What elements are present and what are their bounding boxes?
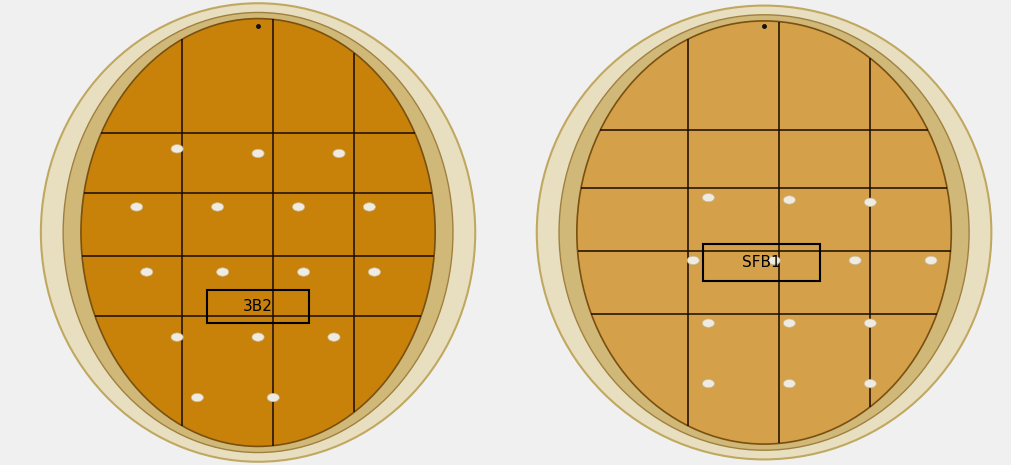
Ellipse shape bbox=[702, 319, 714, 327]
Ellipse shape bbox=[783, 379, 795, 388]
Ellipse shape bbox=[130, 203, 143, 211]
Ellipse shape bbox=[702, 379, 714, 388]
Ellipse shape bbox=[863, 319, 876, 327]
Ellipse shape bbox=[686, 256, 699, 265]
Ellipse shape bbox=[702, 193, 714, 202]
Ellipse shape bbox=[783, 319, 795, 327]
Ellipse shape bbox=[328, 333, 340, 341]
Ellipse shape bbox=[863, 379, 876, 388]
Ellipse shape bbox=[171, 145, 183, 153]
Ellipse shape bbox=[211, 203, 223, 211]
Ellipse shape bbox=[368, 268, 380, 276]
Ellipse shape bbox=[863, 198, 876, 206]
Ellipse shape bbox=[81, 19, 435, 446]
Ellipse shape bbox=[267, 393, 279, 402]
Ellipse shape bbox=[216, 268, 228, 276]
Text: 3B2: 3B2 bbox=[243, 299, 273, 314]
Ellipse shape bbox=[924, 256, 936, 265]
Ellipse shape bbox=[252, 333, 264, 341]
Ellipse shape bbox=[783, 196, 795, 204]
Ellipse shape bbox=[63, 13, 453, 452]
Ellipse shape bbox=[536, 6, 991, 459]
Ellipse shape bbox=[297, 268, 309, 276]
Ellipse shape bbox=[141, 268, 153, 276]
Ellipse shape bbox=[292, 203, 304, 211]
Ellipse shape bbox=[558, 15, 969, 450]
Ellipse shape bbox=[848, 256, 860, 265]
Ellipse shape bbox=[191, 393, 203, 402]
Ellipse shape bbox=[363, 203, 375, 211]
Ellipse shape bbox=[576, 21, 950, 444]
Ellipse shape bbox=[171, 333, 183, 341]
Ellipse shape bbox=[252, 149, 264, 158]
Ellipse shape bbox=[767, 256, 779, 265]
Bar bbox=[207, 290, 308, 323]
Ellipse shape bbox=[333, 149, 345, 158]
Bar bbox=[703, 244, 819, 281]
Ellipse shape bbox=[40, 3, 475, 462]
Text: SFB1: SFB1 bbox=[741, 255, 780, 270]
